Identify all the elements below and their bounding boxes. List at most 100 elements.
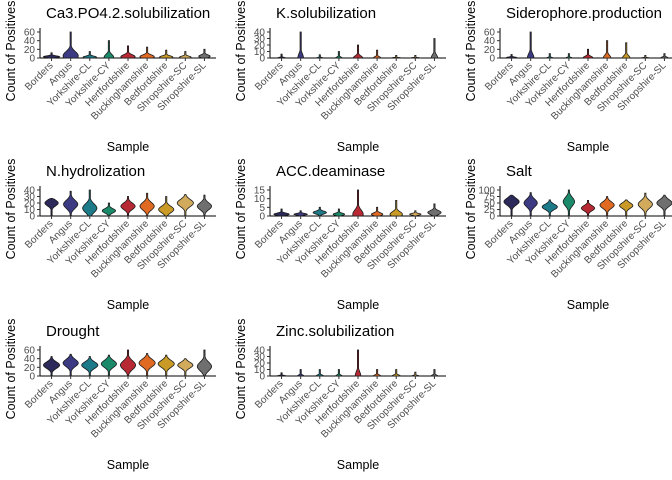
y-tick-label: 30 bbox=[254, 34, 266, 45]
violin-yorkshire-cl bbox=[312, 206, 327, 217]
y-tick-label: 60 bbox=[484, 28, 496, 39]
violin-yorkshire-cy bbox=[562, 189, 576, 217]
violin-yorkshire-cy bbox=[564, 53, 573, 59]
violin-yorkshire-cl bbox=[82, 189, 98, 217]
y-tick-label: 40 bbox=[484, 36, 496, 47]
violin-angus bbox=[526, 31, 535, 59]
x-axis-label: Sample bbox=[107, 140, 149, 154]
violin-shropshire-sc bbox=[177, 358, 194, 377]
violin-shropshire-sc bbox=[179, 51, 192, 59]
y-tick-label: 0 bbox=[29, 54, 35, 65]
panel-title: N.hydrolization bbox=[46, 163, 145, 180]
violin-hertfordshire bbox=[352, 189, 364, 217]
violin-angus bbox=[63, 190, 79, 217]
violin-angus bbox=[296, 369, 305, 377]
violin-shropshire-sc bbox=[409, 210, 422, 217]
x-axis-label: Sample bbox=[107, 458, 149, 472]
y-tick-label: 0 bbox=[489, 212, 495, 223]
y-tick-label: 0 bbox=[29, 372, 35, 383]
violin-bedfordshire bbox=[389, 200, 403, 217]
violin-yorkshire-cl bbox=[315, 369, 325, 377]
panel-8: Zinc.solubilization Count of Positives 010… bbox=[234, 319, 446, 472]
violin-shropshire-sl bbox=[427, 203, 442, 217]
y-tick-label: 20 bbox=[24, 199, 36, 210]
y-axis-label: Count of Positives bbox=[464, 159, 478, 260]
violin-hertfordshire bbox=[582, 48, 594, 59]
panel-3: Siderophore.production Count of Positives… bbox=[464, 1, 672, 154]
violin-hertfordshire bbox=[120, 45, 136, 59]
violin-bedfordshire bbox=[619, 199, 634, 217]
violin-shropshire-sc bbox=[409, 55, 422, 59]
y-tick-label: 20 bbox=[484, 45, 496, 56]
y-tick-label: 25 bbox=[484, 205, 496, 216]
y-tick-label: 75 bbox=[484, 192, 496, 203]
violin-shropshire-sl bbox=[430, 369, 439, 377]
violin-yorkshire-cy bbox=[100, 354, 117, 377]
violin-buckinghamshire bbox=[599, 196, 615, 217]
violin-borders bbox=[275, 372, 288, 377]
panel-title: Salt bbox=[506, 163, 533, 180]
y-tick-label: 30 bbox=[24, 192, 36, 203]
x-axis-label: Sample bbox=[567, 298, 609, 312]
y-tick-label: 100 bbox=[478, 186, 495, 197]
violin-yorkshire-cy bbox=[334, 369, 343, 377]
violin-borders bbox=[42, 52, 61, 59]
violin-hertfordshire bbox=[120, 196, 136, 217]
y-tick-label: 0 bbox=[259, 212, 265, 223]
x-axis-label: Sample bbox=[107, 298, 149, 312]
violin-yorkshire-cl bbox=[82, 51, 97, 59]
panel-1: Ca3.PO4.2.solubilization Count of Positiv… bbox=[4, 1, 216, 154]
violin-shropshire-sc bbox=[410, 371, 420, 377]
violin-angus bbox=[62, 353, 79, 377]
y-tick-label: 40 bbox=[254, 28, 266, 39]
y-tick-label: 5 bbox=[259, 203, 265, 214]
y-tick-label: 0 bbox=[489, 54, 495, 65]
y-tick-label: 50 bbox=[484, 199, 496, 210]
violin-yorkshire-cl bbox=[81, 356, 99, 377]
x-axis-label: Sample bbox=[337, 140, 379, 154]
y-tick-label: 0 bbox=[29, 212, 35, 223]
y-axis-label: Count of Positives bbox=[4, 159, 18, 260]
y-tick-label: 30 bbox=[254, 352, 266, 363]
y-tick-label: 10 bbox=[254, 194, 266, 205]
violin-buckinghamshire bbox=[372, 369, 382, 377]
violin-borders bbox=[505, 54, 518, 59]
y-axis-label: Count of Positives bbox=[4, 319, 18, 420]
violin-yorkshire-cy bbox=[332, 208, 346, 217]
y-axis-label: Count of Positives bbox=[464, 1, 478, 102]
violin-hertfordshire bbox=[352, 44, 364, 59]
y-tick-label: 40 bbox=[254, 346, 266, 357]
y-tick-label: 40 bbox=[24, 354, 36, 365]
violin-borders bbox=[503, 194, 520, 217]
violin-buckinghamshire bbox=[139, 192, 155, 217]
panel-title: Siderophore.production bbox=[506, 5, 662, 22]
violin-shropshire-sl bbox=[198, 48, 211, 59]
violin-bedfordshire bbox=[159, 49, 174, 59]
violin-shropshire-sc bbox=[176, 194, 194, 217]
y-tick-label: 10 bbox=[254, 47, 266, 58]
violin-shropshire-sl bbox=[656, 194, 672, 217]
y-axis-label: Count of Positives bbox=[4, 1, 18, 102]
panel-4: N.hydrolization Count of Positives 0102030… bbox=[4, 159, 216, 312]
violin-bedfordshire bbox=[391, 369, 402, 377]
violin-yorkshire-cy bbox=[101, 202, 116, 217]
violin-shropshire-sl bbox=[196, 349, 213, 377]
violin-borders bbox=[276, 53, 287, 59]
x-axis-label: Sample bbox=[567, 140, 609, 154]
panel-title: K.solubilization bbox=[276, 5, 376, 22]
y-tick-label: 60 bbox=[24, 346, 36, 357]
y-axis-label: Count of Positives bbox=[234, 1, 248, 102]
violin-hertfordshire bbox=[119, 349, 137, 377]
violin-hertfordshire bbox=[580, 200, 596, 217]
panel-title: Drought bbox=[46, 323, 100, 340]
y-tick-label: 40 bbox=[24, 186, 36, 197]
y-axis-label: Count of Positives bbox=[234, 319, 248, 420]
violin-yorkshire-cy bbox=[334, 51, 343, 59]
panel-title: Zinc.solubilization bbox=[276, 323, 394, 340]
violin-buckinghamshire bbox=[139, 46, 155, 59]
violin-yorkshire-cl bbox=[315, 54, 325, 59]
panel-title: ACC.deaminase bbox=[276, 163, 385, 180]
violin-borders bbox=[44, 198, 59, 217]
